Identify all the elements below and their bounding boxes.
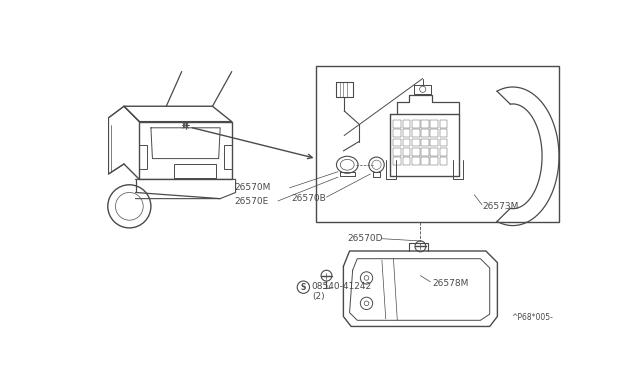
Bar xyxy=(440,139,447,146)
Bar xyxy=(412,157,420,165)
Bar xyxy=(140,145,147,169)
Bar xyxy=(421,148,429,155)
Bar xyxy=(421,129,429,137)
Bar xyxy=(431,139,438,146)
Bar xyxy=(412,139,420,146)
Bar xyxy=(440,148,447,155)
Text: 26570B: 26570B xyxy=(291,194,326,203)
Text: 26578M: 26578M xyxy=(432,279,468,288)
Bar xyxy=(412,120,420,128)
Bar xyxy=(431,129,438,137)
Bar xyxy=(440,129,447,137)
Text: 26570E: 26570E xyxy=(234,197,268,206)
Text: 26573M: 26573M xyxy=(482,202,518,211)
Bar xyxy=(394,139,401,146)
Bar xyxy=(412,129,420,137)
Bar xyxy=(440,120,447,128)
Bar xyxy=(403,148,410,155)
Bar xyxy=(431,157,438,165)
Bar xyxy=(440,157,447,165)
Bar xyxy=(394,157,401,165)
Bar xyxy=(421,157,429,165)
Bar xyxy=(224,145,232,169)
Bar xyxy=(421,139,429,146)
Bar xyxy=(394,120,401,128)
Bar xyxy=(431,120,438,128)
Text: 08540-41242: 08540-41242 xyxy=(311,282,371,291)
Text: 26570M: 26570M xyxy=(234,183,271,192)
Bar xyxy=(431,148,438,155)
Text: S: S xyxy=(301,283,306,292)
Bar xyxy=(403,120,410,128)
Text: 26570D: 26570D xyxy=(348,234,383,243)
Bar xyxy=(316,66,559,222)
Text: (2): (2) xyxy=(312,292,325,301)
Ellipse shape xyxy=(337,156,358,173)
Bar xyxy=(394,148,401,155)
Bar xyxy=(403,139,410,146)
Bar xyxy=(174,164,216,178)
Text: ^P68*005-: ^P68*005- xyxy=(511,314,553,323)
Bar xyxy=(403,129,410,137)
Bar xyxy=(412,148,420,155)
Ellipse shape xyxy=(340,159,354,170)
Bar xyxy=(403,157,410,165)
Bar xyxy=(394,129,401,137)
Bar xyxy=(421,120,429,128)
